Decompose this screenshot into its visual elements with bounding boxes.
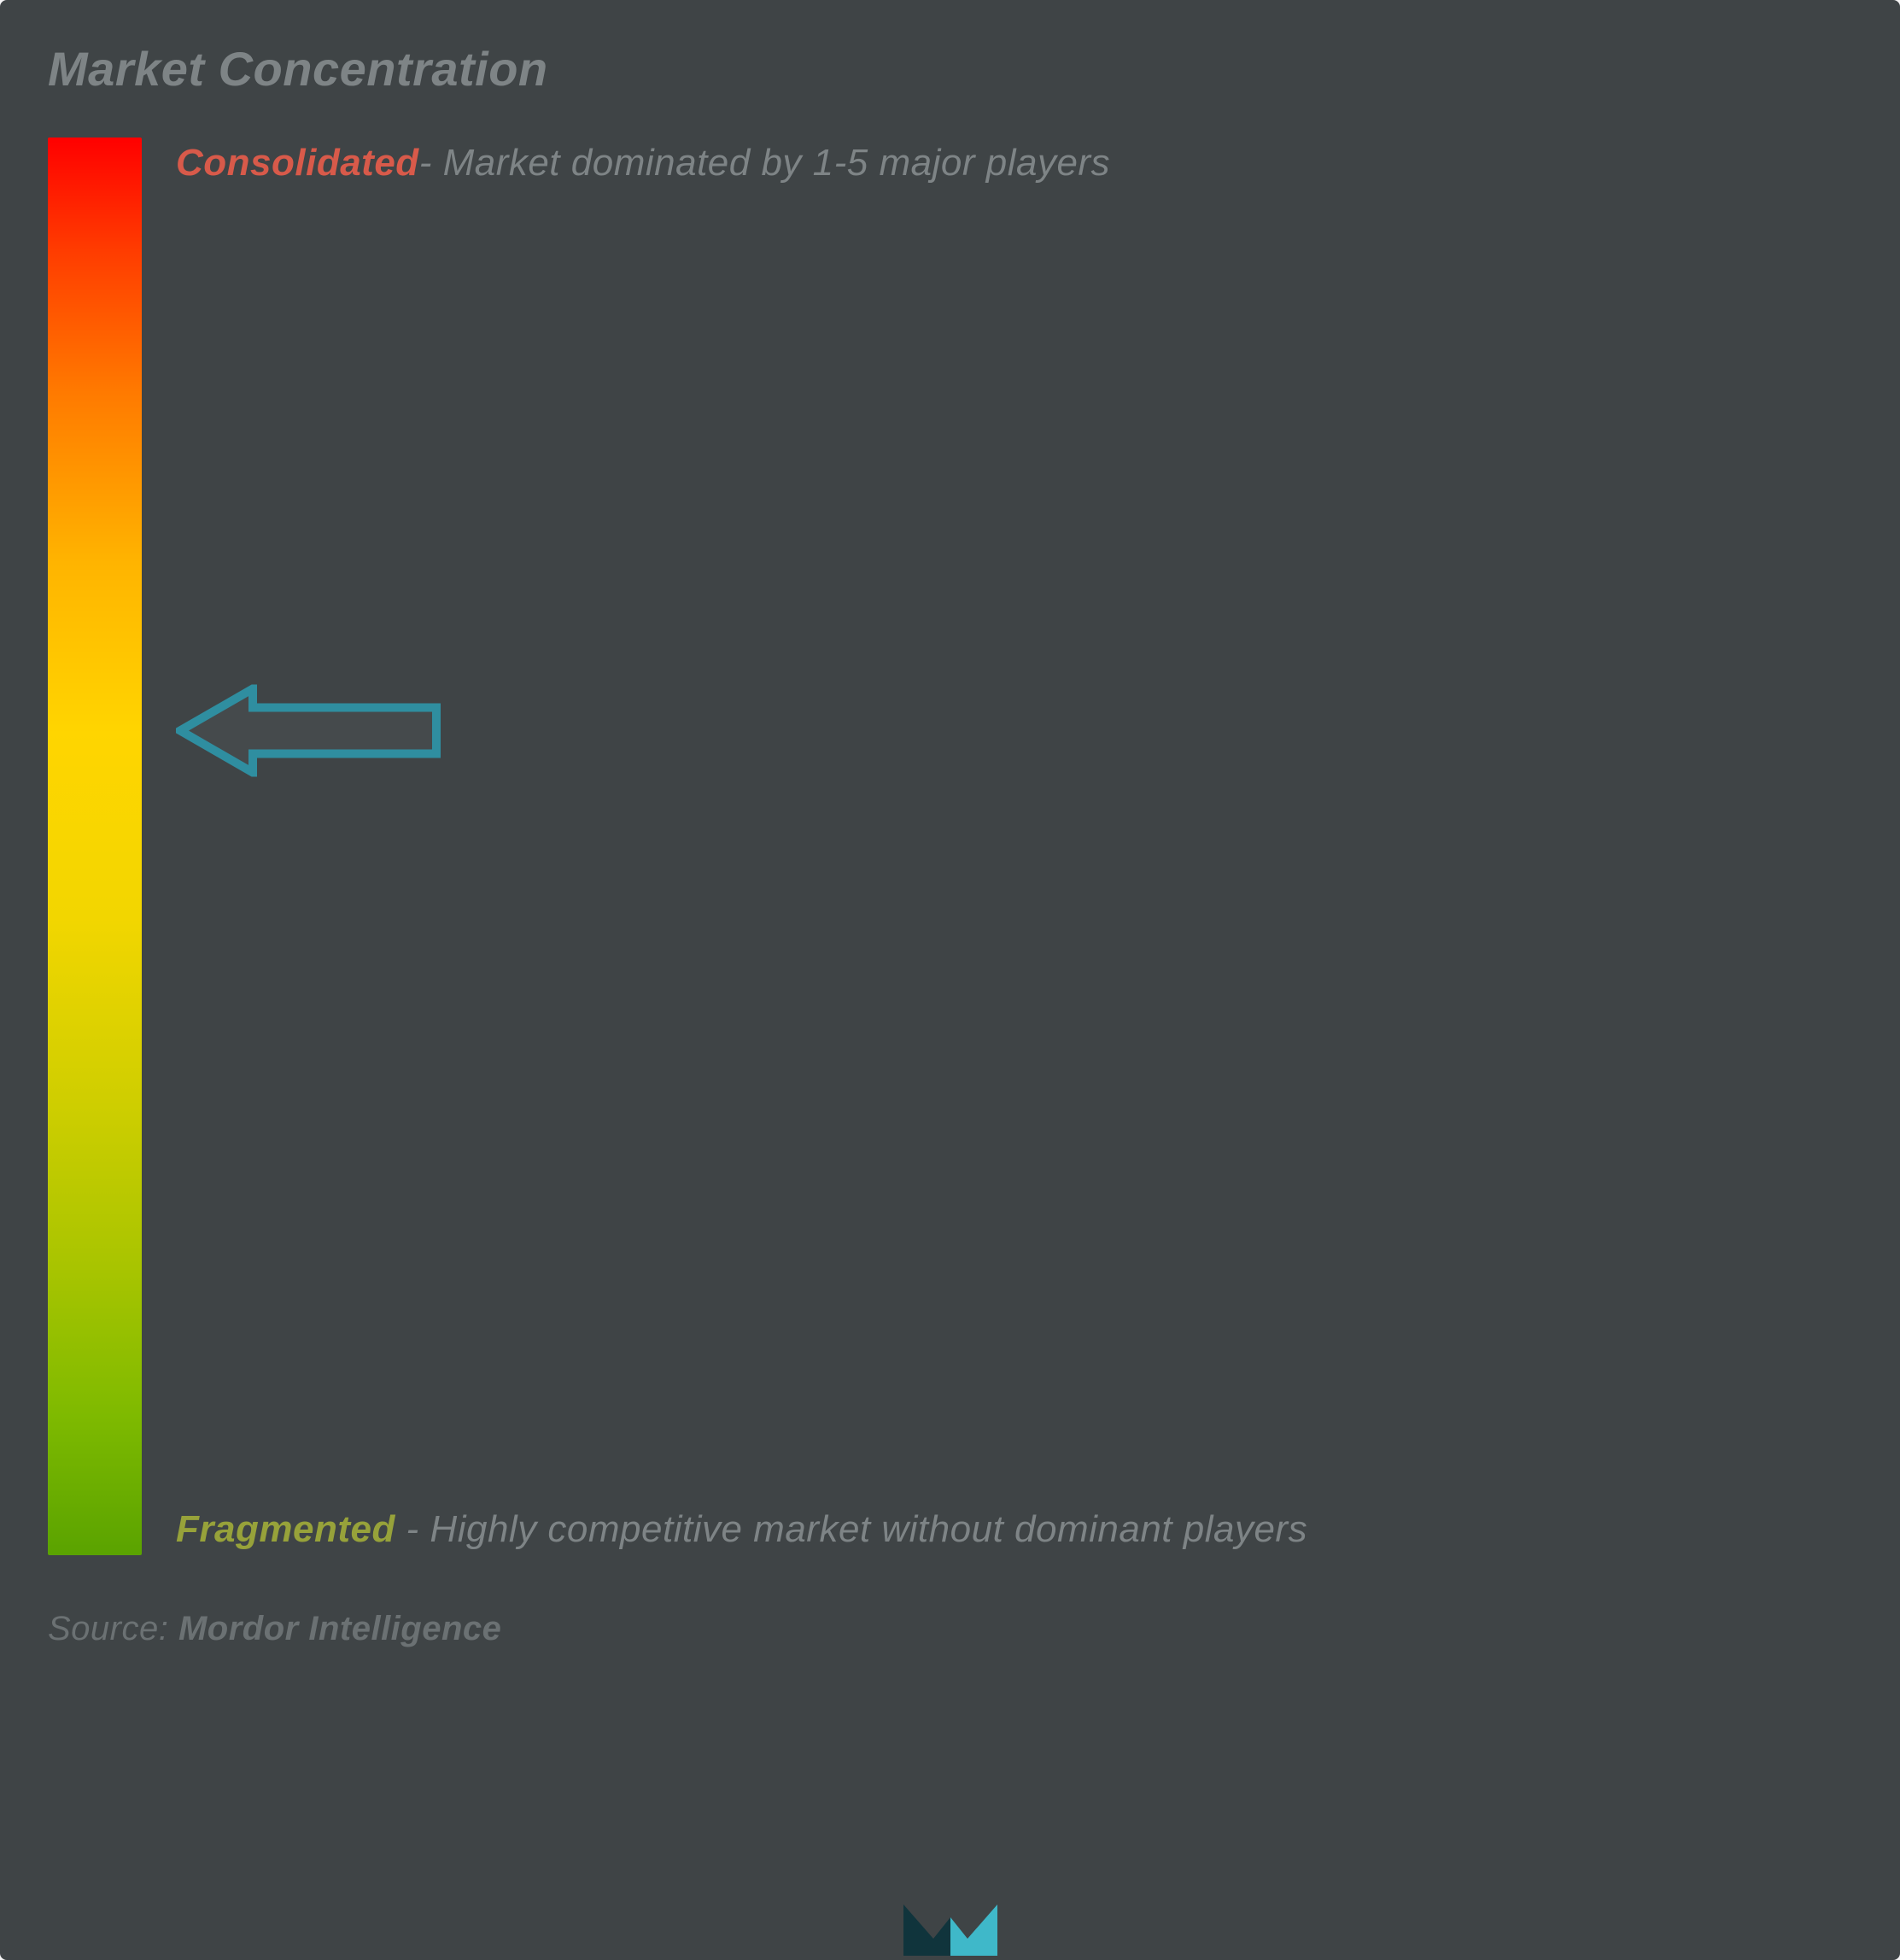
- brand-logo: [886, 1879, 1014, 1960]
- left-arrow-icon: [176, 685, 441, 777]
- market-concentration-card: Market Concentration Consolidated- Marke…: [0, 0, 1900, 1960]
- position-arrow: [176, 685, 441, 781]
- fragmented-term: Fragmented: [176, 1508, 395, 1550]
- fragmented-description: Fragmented - Highly competitive market w…: [176, 1494, 1818, 1565]
- concentration-gradient-bar: [48, 137, 142, 1555]
- source-line: Source: Mordor Intelligence: [48, 1610, 1852, 1648]
- fragmented-rest: - Highly competitive market without domi…: [395, 1508, 1307, 1550]
- card-body: Consolidated- Market dominated by 1-5 ma…: [48, 137, 1852, 1555]
- labels-column: Consolidated- Market dominated by 1-5 ma…: [176, 137, 1852, 1555]
- source-name: Mordor Intelligence: [178, 1610, 501, 1647]
- consolidated-term: Consolidated: [176, 142, 419, 184]
- consolidated-description: Consolidated- Market dominated by 1-5 ma…: [176, 127, 1818, 199]
- consolidated-rest: - Market dominated by 1-5 major players: [419, 142, 1110, 184]
- card-title: Market Concentration: [48, 41, 1852, 97]
- source-label: Source:: [48, 1610, 178, 1647]
- mordor-logo-icon: [886, 1879, 1014, 1956]
